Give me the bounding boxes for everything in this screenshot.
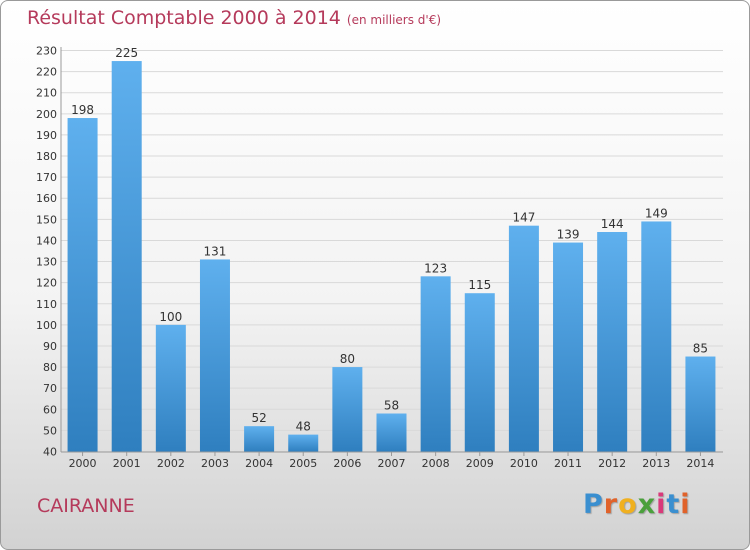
bar-2006 <box>332 367 363 452</box>
y-tick-labels: 40 50 60 70 80 90 100 110 120 130 140 150 160 170 180 1… <box>36 45 57 459</box>
bar-2009 <box>464 293 495 452</box>
bar-value-label: 225 <box>115 46 138 60</box>
x-tick-label: 2008 <box>422 457 450 470</box>
bar-2003 <box>199 259 230 452</box>
bar-value-label: 115 <box>468 278 491 292</box>
x-tick-label: 2013 <box>642 457 670 470</box>
y-tick-label: 160 <box>36 192 57 205</box>
x-tick-label: 2010 <box>510 457 538 470</box>
bar-2001 <box>111 61 142 452</box>
chart-subtitle: (en milliers d'€) <box>346 13 442 27</box>
logo-letter: P <box>583 489 604 520</box>
x-tick-label: 2007 <box>378 457 406 470</box>
bar-2002 <box>155 324 186 452</box>
y-tick-label: 230 <box>36 45 57 58</box>
x-tick-labels: 2000 2001 2002 2003 2004 2005 2006 2007 2008 2009… <box>69 452 714 470</box>
bars <box>67 61 716 452</box>
bar-value-label: 85 <box>693 342 708 356</box>
x-tick-label: 2006 <box>333 457 361 470</box>
y-tick-label: 110 <box>36 298 57 311</box>
x-tick-label: 2014 <box>686 457 714 470</box>
y-tick-label: 130 <box>36 256 57 269</box>
y-tick-label: 140 <box>36 234 57 247</box>
y-tick-label: 200 <box>36 108 57 121</box>
y-tick-label: 170 <box>36 171 57 184</box>
bar-2005 <box>288 434 319 452</box>
x-tick-label: 2009 <box>466 457 494 470</box>
y-tick-label: 90 <box>43 340 57 353</box>
y-tick-label: 40 <box>43 446 57 459</box>
bar-2010 <box>508 225 539 452</box>
bar-value-label: 147 <box>512 211 535 225</box>
y-tick-label: 70 <box>43 382 57 395</box>
bar-value-label: 198 <box>71 103 94 117</box>
y-tick-label: 60 <box>43 403 57 416</box>
logo-letter: i <box>656 489 667 520</box>
x-tick-label: 2001 <box>113 457 141 470</box>
x-tick-label: 2004 <box>245 457 273 470</box>
bar-2000 <box>67 118 98 452</box>
logo-letter: i <box>680 489 691 520</box>
logo-letter: o <box>618 489 638 520</box>
bar-value-label: 139 <box>557 228 580 242</box>
logo-letter: t <box>666 489 681 520</box>
bar-2014 <box>685 356 716 452</box>
y-tick-label: 120 <box>36 277 57 290</box>
y-tick-label: 220 <box>36 66 57 79</box>
x-tick-label: 2003 <box>201 457 229 470</box>
bar-2012 <box>597 232 628 452</box>
bar-value-label: 48 <box>296 420 311 434</box>
bar-value-label: 131 <box>204 244 227 258</box>
bar-2011 <box>553 242 584 452</box>
bar-value-labels: 198 225 100 131 52 48 80 58 123 115 147 139 144 149 85 <box>71 46 708 434</box>
bar-2007 <box>376 413 407 452</box>
bar-value-label: 80 <box>340 352 355 366</box>
bar-2004 <box>244 426 275 452</box>
x-tick-label: 2002 <box>157 457 185 470</box>
chart-title: Résultat Comptable 2000 à 2014 (en millie… <box>27 7 441 29</box>
bar-value-label: 144 <box>601 217 624 231</box>
x-tick-label: 2012 <box>598 457 626 470</box>
bar-2008 <box>420 276 451 452</box>
x-tick-label: 2005 <box>289 457 317 470</box>
x-tick-label: 2000 <box>69 457 97 470</box>
y-tick-label: 50 <box>43 424 57 437</box>
y-tick-label: 180 <box>36 150 57 163</box>
bar-value-label: 52 <box>251 411 266 425</box>
y-tick-label: 190 <box>36 129 57 142</box>
bar-2013 <box>641 221 672 452</box>
y-tick-label: 150 <box>36 213 57 226</box>
bar-value-label: 149 <box>645 206 668 220</box>
logo-letter: r <box>603 489 619 520</box>
proxiti-logo[interactable]: Proxiti <box>583 489 691 520</box>
y-tick-label: 210 <box>36 87 57 100</box>
commune-name: CAIRANNE <box>37 495 135 517</box>
x-tick-label: 2011 <box>554 457 582 470</box>
logo-letter: x <box>637 489 657 520</box>
bar-value-label: 58 <box>384 399 399 413</box>
chart-title-text: Résultat Comptable 2000 à 2014 <box>27 7 341 29</box>
bar-value-label: 100 <box>159 310 182 324</box>
y-tick-label: 100 <box>36 319 57 332</box>
y-tick-label: 80 <box>43 361 57 374</box>
bar-value-label: 123 <box>424 261 447 275</box>
